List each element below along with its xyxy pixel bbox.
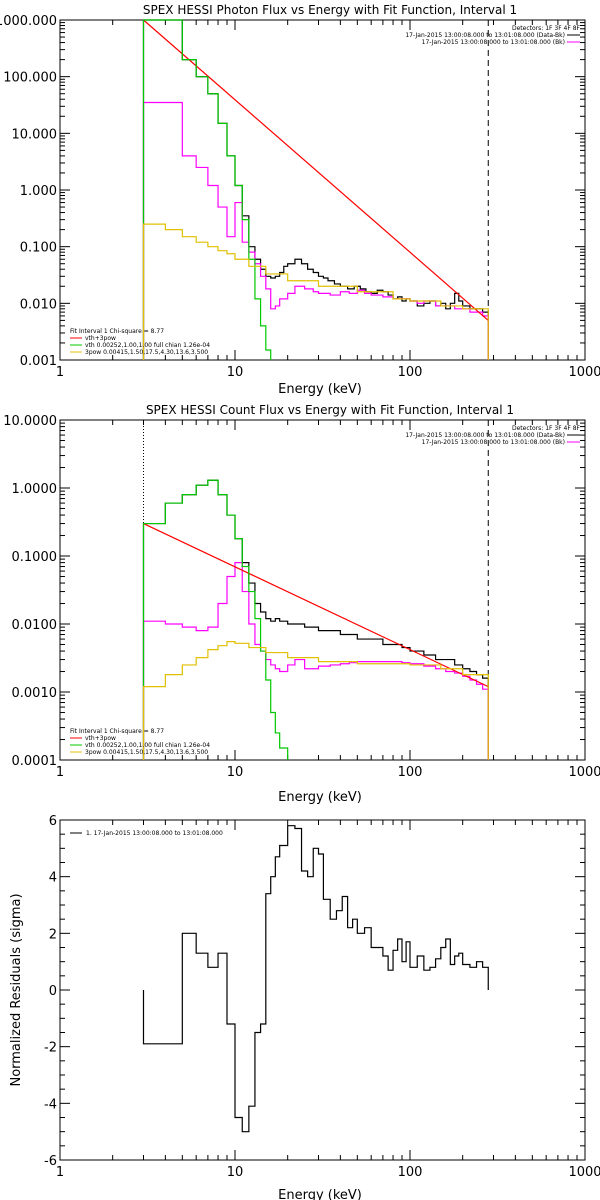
x-tick-label: 100 (398, 365, 423, 380)
chart-title: SPEX HESSI Count Flux vs Energy with Fit… (146, 403, 514, 417)
series-group (142, 825, 489, 1133)
legend-3pow: 3pow 0.00415,1.50,17.5,4.30,13.6,3.500 (85, 749, 208, 756)
series-vth-3pow (143, 523, 489, 688)
y-tick-label: 10.000 (12, 127, 58, 142)
x-tick-label: 1000 (568, 1165, 600, 1180)
y-tick-label: 1.0000 (12, 482, 58, 497)
header-detectors: Detectors: 1F 3F 4F 8F (512, 25, 581, 32)
y-tick-label: 10.0000 (3, 414, 57, 429)
series-bk (142, 101, 489, 360)
x-tick-label: 10 (227, 765, 244, 780)
series-3pow (142, 641, 489, 760)
y-tick-label: -4 (44, 1097, 57, 1112)
axes-ticks: 1 10 100 1000 0.0001 0.0010 0.0100 0.1000 1.0000… (3, 414, 600, 780)
x-axis-label: Energy (keV) (278, 382, 362, 397)
x-axis-label: Energy (keV) (278, 790, 362, 805)
y-tick-label: -2 (44, 1041, 57, 1056)
x-tick-label: 10 (227, 1165, 244, 1180)
legend-fit-interval: Fit Interval 1 Chi-square = 8.77 (70, 728, 164, 735)
y-tick-label: 0.001 (20, 354, 57, 369)
header-bk: 17-Jan-2015 13:00:08.000 to 13:01:08.000… (422, 439, 565, 446)
y-axis-label: Normalized Residuals (sigma) (9, 893, 24, 1086)
legend-vth: vth 0.00252,1.00,1.00 full chian 1.26e-0… (85, 742, 210, 749)
header-bk: 17-Jan-2015 13:00:08.000 to 13:01:08.000… (422, 39, 565, 46)
legend-vth-3pow: vth+3pow (85, 735, 116, 742)
y-tick-label: -6 (44, 1154, 57, 1169)
y-tick-label: 2 (49, 927, 57, 942)
header-detectors: Detectors: 1F 3F 4F 8F (512, 425, 581, 432)
residuals-panel: 1 10 100 1000 -6 -4 -2 0 2 4 6 1. 17-Jan-2015 13:0… (9, 814, 600, 1200)
legend-residual: 1. 17-Jan-2015 13:00:08.000 to 13:01:08.… (86, 830, 223, 837)
chart-title: SPEX HESSI Photon Flux vs Energy with Fi… (143, 3, 517, 17)
plot-frame (59, 419, 586, 761)
y-tick-label: 0.100 (20, 241, 57, 256)
y-tick-label: 100.000 (3, 71, 57, 86)
legend-vth-3pow: vth+3pow (85, 335, 116, 342)
y-tick-label: 1.000 (20, 184, 57, 199)
series-data-bk (142, 19, 489, 360)
x-tick-label: 1 (56, 1165, 64, 1180)
y-tick-label: 0.010 (20, 297, 57, 312)
x-tick-label: 1 (56, 365, 64, 380)
series-vth-3pow (143, 19, 489, 321)
plot-frame (59, 19, 586, 361)
series-data-bk (142, 479, 489, 760)
y-tick-label: 1000.000 (0, 14, 57, 29)
x-tick-label: 1000 (568, 765, 600, 780)
axes-ticks: 1 10 100 1000 0.001 0.010 0.100 1.000 10.000 100.… (0, 14, 600, 380)
photon-flux-panel: SPEX HESSI Photon Flux vs Energy with Fi… (0, 3, 600, 397)
y-tick-label: 4 (49, 871, 57, 886)
count-flux-panel: SPEX HESSI Count Flux vs Energy with Fit… (3, 403, 600, 805)
x-tick-label: 10 (227, 365, 244, 380)
legend-vth: vth 0.00252,1.00,1.00 full chian 1.26e-0… (85, 342, 210, 349)
series-group (142, 19, 489, 360)
legend-3pow: 3pow 0.00415,1.50,17.5,4.30,13.6,3.500 (85, 349, 208, 356)
series-vth (142, 479, 289, 760)
y-tick-label: 0 (49, 984, 57, 999)
header-data-bk: 17-Jan-2015 13:00:08.000 to 13:01:08.000… (405, 32, 565, 39)
y-tick-label: 0.0100 (12, 618, 58, 633)
plot-frame (59, 819, 586, 1161)
series-group (142, 479, 489, 760)
y-tick-label: 0.0010 (12, 686, 58, 701)
x-tick-label: 100 (398, 765, 423, 780)
series-bk (142, 561, 489, 760)
x-tick-label: 1000 (568, 365, 600, 380)
y-tick-label: 0.1000 (12, 550, 58, 565)
legend-fit-interval: Fit Interval 1 Chi-square = 8.77 (70, 328, 164, 335)
axes-ticks: 1 10 100 1000 -6 -4 -2 0 2 4 6 (44, 814, 600, 1180)
y-tick-label: 6 (49, 814, 57, 829)
header-data-bk: 17-Jan-2015 13:00:08.000 to 13:01:08.000… (405, 432, 565, 439)
x-tick-label: 100 (398, 1165, 423, 1180)
x-tick-label: 1 (56, 765, 64, 780)
series-1-17-jan-2015-13-00-08-000-to-13-01-08-000 (142, 825, 489, 1133)
series-3pow (142, 223, 489, 360)
series-vth (142, 19, 272, 360)
y-tick-label: 0.0001 (12, 754, 58, 769)
x-axis-label: Energy (keV) (278, 1188, 362, 1200)
